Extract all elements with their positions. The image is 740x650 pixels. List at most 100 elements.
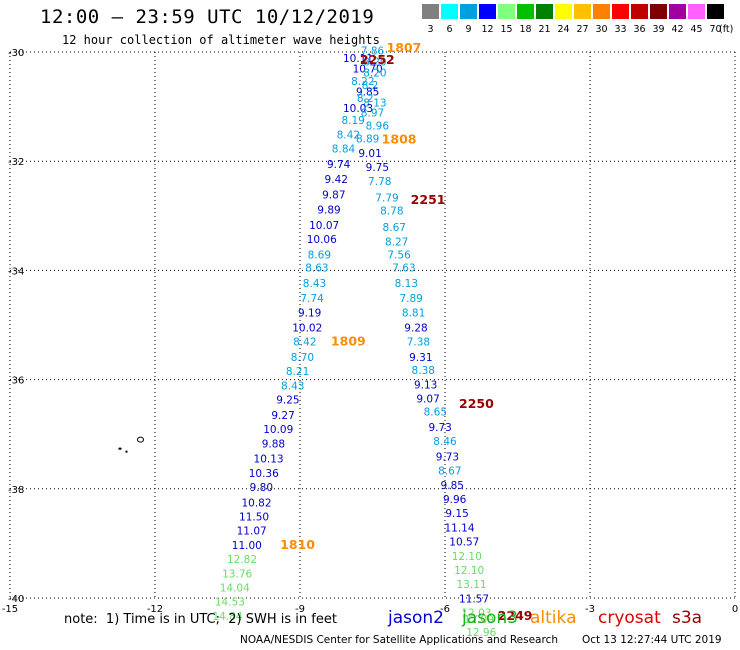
wave-height-label: 8.43 bbox=[303, 278, 326, 290]
wave-height-label: 9.73 bbox=[436, 451, 459, 463]
legend-jason3: jason3 bbox=[462, 608, 518, 628]
wave-height-label: 12.10 bbox=[452, 551, 482, 563]
wave-height-label: 8.38 bbox=[412, 365, 435, 377]
pass-time-label: 1808 bbox=[382, 132, 417, 147]
color-scale-label: 30 bbox=[595, 24, 608, 35]
x-tick-label: -12 bbox=[147, 604, 163, 615]
color-scale-swatch bbox=[479, 4, 496, 19]
x-tick-label: -9 bbox=[295, 604, 305, 615]
x-tick-label: -6 bbox=[440, 604, 450, 615]
island-dot bbox=[125, 450, 128, 453]
wave-height-label: 9.42 bbox=[325, 174, 348, 186]
credit-line: NOAA/NESDIS Center for Satellite Applica… bbox=[240, 634, 558, 646]
color-scale-label: 39 bbox=[652, 24, 665, 35]
wave-height-label: 8.78 bbox=[380, 206, 403, 218]
color-scale-label: 42 bbox=[671, 24, 684, 35]
wave-height-label: 9.85 bbox=[441, 480, 464, 492]
legend-altika: altika bbox=[530, 608, 577, 628]
color-scale-label: 70 bbox=[709, 24, 722, 35]
wave-height-label: 8.42 bbox=[337, 129, 360, 141]
wave-height-label: 10.82 bbox=[241, 497, 271, 509]
color-scale-swatch bbox=[555, 4, 572, 19]
wave-height-label: 13.76 bbox=[222, 568, 252, 580]
color-scale-label: 24 bbox=[557, 24, 570, 35]
wave-height-label: 12.82 bbox=[227, 554, 257, 566]
pass-time-label: 1809 bbox=[331, 334, 366, 349]
wave-height-label: 9.19 bbox=[298, 307, 321, 319]
x-tick-label: 0 bbox=[732, 604, 738, 615]
island-outline bbox=[137, 436, 144, 443]
wave-height-label: 8.70 bbox=[291, 352, 314, 364]
wave-height-label: 8.96 bbox=[366, 121, 390, 133]
color-scale-label: 15 bbox=[500, 24, 513, 35]
wave-height-label: 8.81 bbox=[402, 307, 425, 319]
wave-height-label: 9.15 bbox=[445, 508, 468, 520]
wave-height-label: 9.87 bbox=[322, 189, 345, 201]
color-scale-label: 9 bbox=[465, 24, 472, 35]
color-scale-swatch bbox=[669, 4, 686, 19]
page-subtitle: 12 hour collection of altimeter wave hei… bbox=[62, 33, 380, 47]
color-scale-label: 33 bbox=[614, 24, 627, 35]
wave-height-label: 10.57 bbox=[449, 537, 479, 549]
wave-height-label: 10.13 bbox=[254, 454, 284, 466]
wave-height-label: 8.2 bbox=[357, 93, 374, 105]
color-scale-swatch bbox=[707, 4, 724, 19]
wave-height-label: 9.31 bbox=[409, 352, 432, 364]
x-tick-label: -15 bbox=[2, 604, 18, 615]
color-scale-swatch bbox=[631, 4, 648, 19]
color-scale-label: 3 bbox=[427, 24, 434, 35]
color-scale-swatch bbox=[498, 4, 515, 19]
x-tick-label: -3 bbox=[585, 604, 595, 615]
y-tick-label: -36 bbox=[8, 376, 24, 387]
color-scale-swatch bbox=[517, 4, 534, 19]
wave-height-label: 8.46 bbox=[433, 436, 457, 448]
wave-height-label: 8.69 bbox=[308, 249, 331, 261]
wave-height-label: 8.22 bbox=[351, 76, 374, 88]
legend-cryosat: cryosat bbox=[598, 608, 661, 628]
pass-time-label: 2252 bbox=[360, 52, 395, 67]
color-scale-label: 36 bbox=[633, 24, 646, 35]
wave-height-label: 9.07 bbox=[416, 394, 439, 406]
color-scale-label: 27 bbox=[576, 24, 589, 35]
wave-height-label: 9.96 bbox=[443, 494, 467, 506]
color-scale-swatch bbox=[593, 4, 610, 19]
wave-height-label: 7.63 bbox=[392, 262, 415, 274]
wave-height-label: 8.42 bbox=[293, 337, 316, 349]
wave-height-label: 10.70 bbox=[353, 64, 383, 76]
y-tick-label: -40 bbox=[8, 594, 24, 605]
wave-height-label: 9.28 bbox=[404, 323, 427, 335]
wave-height-label: 8.13 bbox=[395, 278, 418, 290]
wave-height-label: 9.73 bbox=[428, 422, 451, 434]
wave-height-label: 9.89 bbox=[317, 205, 340, 217]
color-scale-swatch bbox=[688, 4, 705, 19]
wave-height-label: 7.38 bbox=[407, 337, 430, 349]
wave-height-label: 10.06 bbox=[307, 234, 337, 246]
generation-timestamp: Oct 13 12:27:44 UTC 2019 bbox=[582, 634, 722, 646]
y-tick-label: -38 bbox=[8, 485, 24, 496]
wave-height-label: 8.13 bbox=[363, 98, 386, 110]
wave-height-label: 10.03 bbox=[343, 103, 373, 115]
wave-height-label: 14.04 bbox=[220, 582, 250, 594]
wave-height-label: 12.09 bbox=[464, 614, 494, 626]
wave-height-label: 12.96 bbox=[466, 627, 496, 639]
color-scale-label: 6 bbox=[446, 24, 453, 35]
wave-height-label: 7.56 bbox=[387, 249, 411, 261]
wave-height-label: 9.74 bbox=[327, 159, 351, 171]
legend-s3a: s3a bbox=[672, 608, 703, 628]
wave-height-label: 9.85 bbox=[356, 87, 379, 99]
color-scale-unit: (ft) bbox=[719, 24, 734, 35]
wave-height-label: 7.78 bbox=[368, 176, 391, 188]
wave-height-label: 9.01 bbox=[358, 148, 381, 160]
wave-height-label: 7.74 bbox=[300, 293, 324, 305]
wave-height-label: 9.75 bbox=[366, 162, 389, 174]
color-scale-swatch bbox=[536, 4, 553, 19]
wave-height-label: 10.09 bbox=[263, 424, 293, 436]
island-dot bbox=[118, 447, 122, 450]
wave-height-label: 11.00 bbox=[232, 540, 262, 552]
wave-height-label: 8.20 bbox=[363, 57, 386, 69]
wave-height-label: 9.88 bbox=[262, 438, 285, 450]
wave-height-label: 8.43 bbox=[281, 380, 304, 392]
wave-height-label: 11.07 bbox=[237, 526, 267, 538]
wave-height-label: 9.25 bbox=[276, 395, 299, 407]
